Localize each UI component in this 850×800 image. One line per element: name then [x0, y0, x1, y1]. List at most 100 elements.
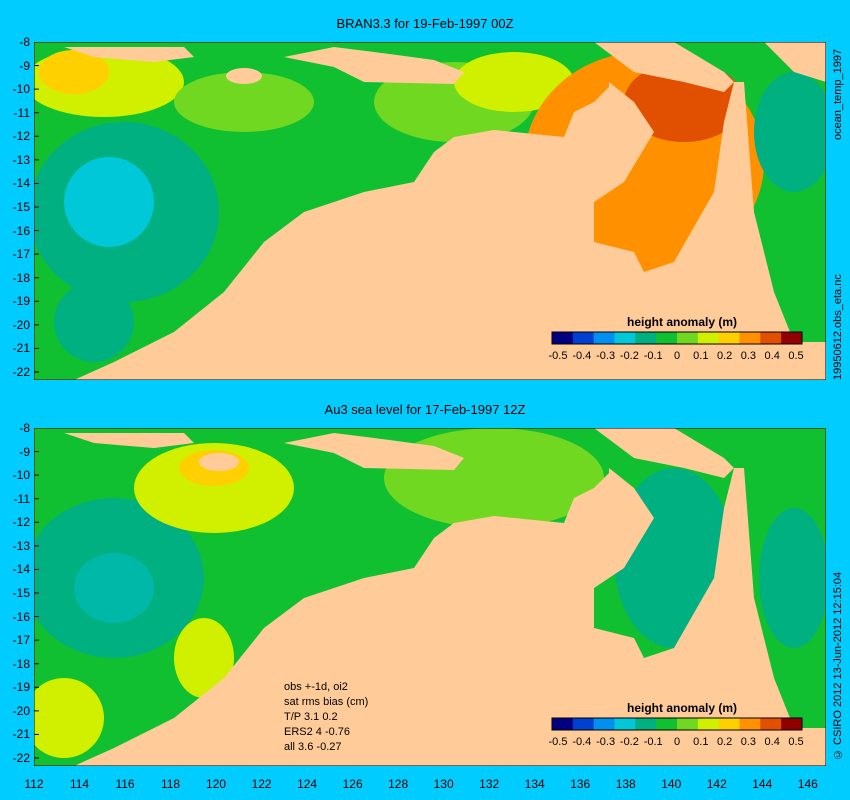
colorbar-tick-label: 0.4	[765, 736, 780, 748]
anomaly-low-coral	[759, 508, 826, 648]
colorbar-swatch	[697, 332, 720, 344]
colorbar-tick-label: 0.2	[717, 736, 732, 748]
colorbar-tick-label: 0.3	[741, 350, 756, 362]
colorbar-tick-label: -0.1	[644, 736, 663, 748]
land-timor-east	[284, 433, 464, 470]
colorbar-swatch	[781, 718, 803, 730]
colorbar-swatch	[677, 718, 699, 730]
lat-tick-label: -18	[12, 656, 30, 671]
top-side-label-run: ocean_temp_1997	[832, 48, 844, 140]
colorbar-tick-label: 0.1	[693, 736, 708, 748]
lat-tick-label: -12	[12, 515, 30, 530]
lat-tick-label: -16	[12, 223, 30, 238]
observation-stats: obs +-1d, oi2 sat rms bias (cm) T/P 3.1 …	[284, 681, 368, 753]
top-colorbar-frame	[551, 331, 803, 345]
anomaly-high-nw-core	[39, 50, 109, 94]
top-map-panel: height anomaly (m) -0.5 -0.4 -0.3 -0.2 -0.1 0…	[34, 42, 826, 380]
stats-line: all 3.6 -0.27	[284, 741, 341, 753]
land-new-guinea-south	[594, 428, 734, 478]
lat-tick-label: -15	[12, 586, 30, 600]
lat-tick-label: -11	[13, 491, 30, 506]
colorbar-swatch	[614, 718, 636, 730]
colorbar-tick-label: -0.3	[596, 736, 615, 748]
colorbar-swatch	[593, 718, 615, 730]
anomaly-low-core	[74, 553, 154, 623]
colorbar-tick-label: -0.4	[572, 736, 591, 748]
colorbar-swatch	[656, 718, 678, 730]
anomaly-low-coral	[754, 72, 826, 192]
colorbar-swatch	[552, 332, 574, 344]
stats-line: ERS2 4 -0.76	[284, 726, 350, 738]
lat-tick-label: -9	[19, 444, 30, 459]
colorbar-swatch	[739, 332, 761, 344]
lon-tick-label: 124	[297, 777, 317, 791]
lon-tick-label: 126	[343, 777, 363, 791]
anomaly-low-region-south	[54, 282, 134, 362]
colorbar-swatch	[781, 332, 803, 344]
colorbar-tick-label: 0	[674, 736, 680, 748]
colorbar-swatch	[760, 718, 782, 730]
land-island-timor	[226, 68, 262, 84]
top-map-title: BRAN3.3 for 19-Feb-1997 00Z	[336, 16, 514, 31]
colorbar-swatch	[614, 332, 636, 344]
lon-tick-label: 120	[206, 777, 226, 791]
land-australia-top	[74, 82, 826, 380]
longitude-axis: 112 114 116 118 120 122 124 126 128 130 132 134 136 1…	[24, 777, 818, 791]
anomaly-mid-north	[174, 72, 314, 132]
lon-tick-label: 118	[161, 777, 180, 791]
lon-tick-label: 128	[388, 777, 408, 791]
bottom-side-label: © CSIRO 2012 13-Jun-2012 12:15:04	[832, 571, 844, 760]
lat-tick-label: -15	[12, 200, 30, 214]
lat-tick-label: -22	[12, 751, 30, 765]
colorbar-tick-label: -0.2	[620, 736, 639, 748]
colorbar-swatch	[572, 332, 595, 344]
colorbar-swatch	[718, 332, 740, 344]
bottom-colorbar-frame	[551, 717, 803, 731]
land-new-guinea-east	[764, 42, 826, 82]
lat-tick-label: -10	[12, 82, 30, 97]
stats-line: obs +-1d, oi2	[284, 681, 348, 693]
bottom-lat-axis	[34, 428, 39, 759]
lat-tick-label: -13	[12, 152, 30, 167]
land-island-timor	[199, 453, 239, 471]
top-colorbar: height anomaly (m) -0.5 -0.4 -0.3 -0.2 -0.1 0…	[549, 315, 804, 362]
land-australia-bottom	[74, 468, 826, 766]
land-timor-east	[284, 47, 464, 84]
lat-tick-label: -21	[12, 341, 30, 356]
colorbar-tick-label: -0.3	[596, 350, 615, 362]
colorbar-swatch	[593, 332, 615, 344]
lat-tick-label: -19	[12, 680, 30, 695]
colorbar-swatch	[697, 718, 720, 730]
anomaly-high-arafura	[454, 52, 574, 112]
colorbar-tick-label: -0.4	[572, 350, 591, 362]
lon-tick-label: 136	[570, 777, 590, 791]
colorbar-swatch	[552, 718, 574, 730]
lat-tick-label: -16	[12, 609, 30, 624]
lon-tick-label: 116	[115, 777, 134, 791]
lat-tick-label: -22	[12, 365, 30, 379]
colorbar-swatch	[718, 718, 740, 730]
colorbar-tick-label: -0.2	[620, 350, 639, 362]
top-lat-axis	[34, 42, 39, 373]
anomaly-low-core	[64, 157, 154, 247]
stats-line: sat rms bias (cm)	[284, 696, 368, 708]
anomaly-high-sw	[34, 678, 104, 758]
colorbar-tick-label: 0.2	[717, 350, 732, 362]
top-colorbar-title: height anomaly (m)	[627, 315, 737, 329]
colorbar-tick-label: 0.5	[788, 350, 803, 362]
lon-tick-label: 144	[752, 777, 772, 791]
lat-tick-label: -20	[12, 703, 30, 718]
stats-line: T/P 3.1 0.2	[284, 711, 338, 723]
colorbar-tick-label: 0.4	[765, 350, 780, 362]
colorbar-swatch	[760, 332, 782, 344]
lat-tick-label: -14	[12, 176, 30, 191]
lat-tick-label: -17	[12, 247, 30, 262]
lat-tick-label: -17	[12, 633, 30, 648]
colorbar-tick-label: -0.5	[549, 736, 568, 748]
colorbar-swatch	[572, 718, 595, 730]
land-new-guinea-south	[594, 42, 734, 92]
colorbar-tick-label: 0.1	[693, 350, 708, 362]
lat-tick-label: -18	[12, 270, 30, 285]
colorbar-swatch	[656, 332, 678, 344]
colorbar-tick-label: 0.3	[741, 736, 756, 748]
